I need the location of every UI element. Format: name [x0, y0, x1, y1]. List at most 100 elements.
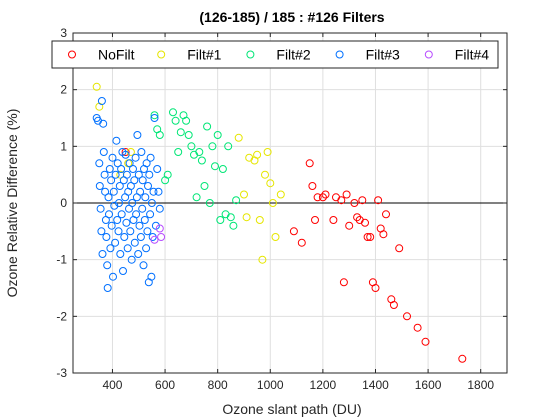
data-point-series-2 [261, 170, 269, 179]
data-point-series-4 [104, 193, 113, 202]
data-point-series-3 [150, 111, 159, 120]
legend-marker [424, 50, 433, 59]
data-point-series-3 [171, 116, 180, 125]
y-axis-label: Ozone Relative Difference (%) [4, 109, 20, 298]
data-point-series-4 [119, 267, 127, 275]
data-point-series-1 [382, 210, 390, 219]
data-point-series-1 [345, 221, 354, 230]
data-point-series-4 [100, 170, 109, 179]
data-point-series-4 [122, 218, 131, 227]
data-point-series-1 [305, 159, 314, 168]
data-point-series-1 [121, 148, 130, 156]
data-point-series-3 [184, 131, 193, 139]
data-point-series-2 [276, 190, 285, 199]
data-point-series-4 [132, 210, 141, 219]
data-point-series-4 [117, 165, 126, 173]
data-point-series-2 [255, 216, 264, 224]
data-point-series-1 [363, 233, 372, 241]
data-point-series-1 [358, 196, 367, 205]
data-point-series-4 [147, 272, 156, 281]
data-point-series-4 [103, 284, 112, 292]
data-point-series-4 [108, 153, 117, 162]
data-point-series-4 [133, 131, 142, 139]
data-point-series-1 [308, 182, 317, 190]
data-point-series-1 [342, 190, 351, 199]
legend-label: NoFilt [98, 47, 135, 63]
legend-marker [246, 50, 255, 59]
data-point-series-4 [106, 244, 115, 253]
x-tick-label: 1200 [310, 378, 337, 392]
data-point-series-4 [155, 204, 164, 213]
data-point-series-4 [97, 97, 106, 105]
data-point-series-4 [137, 148, 146, 156]
data-point-series-4 [144, 182, 152, 190]
data-point-series-4 [145, 170, 154, 179]
data-point-series-4 [149, 187, 158, 196]
data-point-series-4 [146, 153, 155, 162]
data-points [92, 82, 467, 363]
x-tick-label: 400 [102, 378, 122, 392]
data-point-series-2 [263, 148, 272, 156]
data-point-series-4 [147, 199, 156, 207]
data-point-series-2 [240, 190, 248, 199]
legend-label: Filt#4 [455, 47, 489, 63]
data-point-series-4 [123, 244, 132, 253]
legend: NoFilt Filt#1 Filt#2 Filt#3 Filt#4 [51, 40, 499, 69]
data-point-series-4 [130, 238, 139, 247]
data-point-series-1 [371, 284, 380, 292]
data-point-series-3 [192, 193, 201, 202]
data-point-series-1 [395, 244, 404, 253]
data-point-series-4 [99, 148, 108, 156]
legend-label: Filt#1 [187, 47, 221, 63]
x-tick-label: 1400 [362, 378, 389, 392]
data-point-series-3 [187, 142, 196, 151]
data-point-series-1 [361, 218, 369, 227]
legend-box [51, 40, 499, 69]
data-point-series-1 [289, 227, 298, 236]
data-point-series-4 [110, 201, 119, 210]
data-point-series-2 [92, 82, 101, 91]
x-tick-label: 800 [208, 378, 228, 392]
data-point-series-4 [138, 176, 147, 185]
data-point-series-4 [113, 216, 122, 224]
data-point-series-3 [203, 122, 212, 131]
data-point-series-4 [153, 165, 162, 173]
data-point-series-4 [111, 170, 120, 179]
data-point-series-4 [105, 165, 114, 173]
chart-title: (126-185) / 185 : #126 Filters [199, 9, 384, 25]
data-point-series-4 [142, 244, 151, 253]
data-point-series-3 [205, 199, 214, 207]
y-tick-label: 3 [60, 26, 67, 40]
data-point-series-4 [127, 255, 136, 264]
data-point-series-4 [140, 216, 149, 224]
data-point-series-3 [232, 196, 241, 205]
data-point-series-1 [353, 213, 362, 222]
data-point-series-1 [337, 196, 346, 205]
data-point-series-4 [115, 182, 124, 190]
legend-marker [68, 50, 76, 59]
data-point-series-4 [113, 159, 122, 168]
data-point-series-4 [107, 221, 116, 230]
data-point-series-1 [339, 278, 348, 287]
data-point-series-4 [98, 250, 107, 258]
data-point-series-3 [229, 221, 238, 230]
x-tick-label: 1800 [467, 378, 494, 392]
data-point-series-3 [182, 116, 191, 125]
data-point-series-4 [136, 233, 145, 241]
data-point-series-4 [134, 250, 143, 258]
data-point-series-2 [242, 213, 251, 222]
data-point-series-1 [350, 199, 359, 207]
data-point-series-1 [413, 323, 422, 332]
data-point-series-1 [313, 193, 322, 202]
data-point-series-4 [120, 233, 129, 241]
data-point-series-4 [111, 238, 120, 247]
data-point-series-1 [311, 216, 319, 224]
data-point-series-3 [226, 213, 235, 222]
y-tick-label: -3 [56, 366, 67, 380]
data-point-series-1 [366, 233, 375, 241]
data-point-series-4 [126, 182, 135, 190]
data-point-series-3 [197, 156, 206, 165]
x-axis-label: Ozone slant path (DU) [222, 401, 361, 417]
data-point-series-4 [112, 136, 121, 145]
